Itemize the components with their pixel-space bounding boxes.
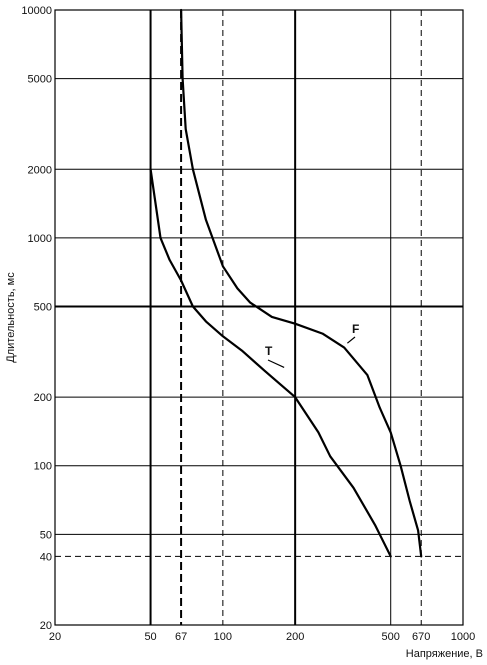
x-axis-label: Напряжение, В (406, 648, 483, 660)
annotation-leader (267, 359, 285, 368)
x-tick-label: 100 (214, 631, 232, 643)
y-tick-label: 2000 (28, 164, 52, 176)
x-tick-label: 1000 (451, 631, 475, 643)
curve-label-f: F (352, 322, 359, 336)
x-tick-label: 20 (49, 631, 61, 643)
grid-lines (54, 9, 464, 626)
y-tick-label: 1000 (28, 233, 52, 245)
curve-annotations: TF (265, 322, 359, 368)
data-curves (149, 8, 423, 558)
y-tick-label: 50 (40, 529, 52, 541)
x-tick-label: 50 (144, 631, 156, 643)
y-axis-label: Длительность, мс (5, 272, 17, 363)
x-tick-label: 200 (286, 631, 304, 643)
y-tick-label: 10000 (21, 5, 52, 17)
y-axis-ticks: 20 40 50 100 200 500 1000 2000 5000 10000 (21, 5, 52, 632)
y-tick-label: 500 (34, 301, 52, 313)
x-tick-label: 500 (382, 631, 400, 643)
y-tick-label: 40 (40, 551, 52, 563)
curve-f (180, 8, 423, 558)
y-tick-label: 20 (40, 620, 52, 632)
annotation-leader (346, 336, 356, 344)
y-tick-label: 5000 (28, 74, 52, 86)
x-tick-label: 67 (175, 631, 187, 643)
x-axis-ticks: 20 50 67 100 200 500 670 1000 (49, 631, 475, 643)
y-tick-label: 200 (34, 392, 52, 404)
plot-frame (54, 9, 464, 626)
x-tick-label: 670 (412, 631, 430, 643)
curve-t (149, 168, 392, 558)
curve-label-t: T (265, 344, 273, 358)
y-tick-label: 100 (34, 461, 52, 473)
